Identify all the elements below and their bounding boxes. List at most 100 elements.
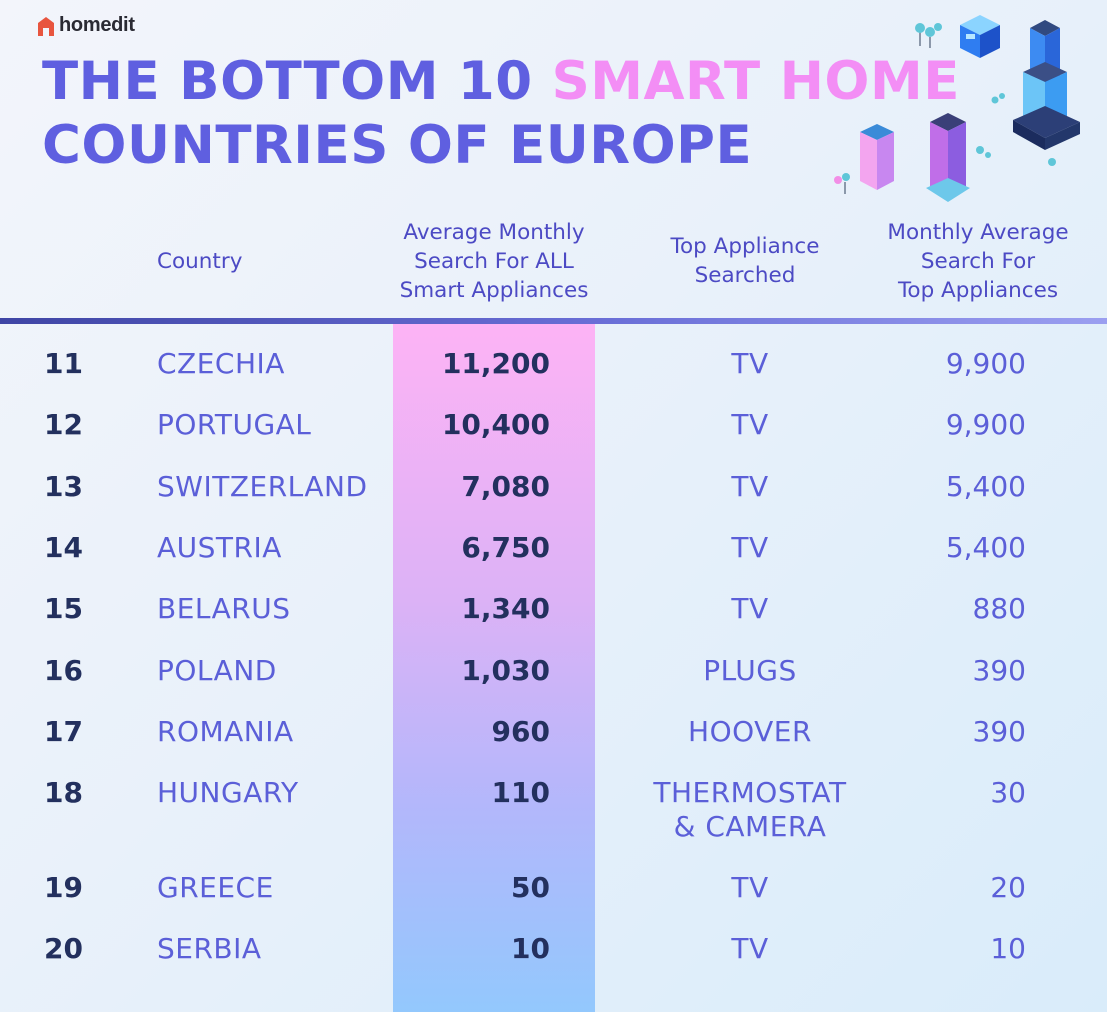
appliance-text: THERMOSTAT [653,776,847,809]
top-avg-cell: 390 [972,654,1026,687]
country-cell: CZECHIA [157,347,285,380]
pink-tower-icon [926,113,970,202]
appliance-cell: PLUGS [640,654,860,688]
header-top-appliance-line: Top Appliance [670,234,820,259]
top-avg-cell: 5,400 [945,531,1026,564]
header-top-appliance-line: Searched [694,263,796,288]
avg-all-cell: 10 [511,932,550,965]
table-row: 12 PORTUGAL 10,400 TV 9,900 [0,408,1107,448]
rank-cell: 20 [44,932,83,965]
title-line2: COUNTRIES OF EUROPE [42,115,753,176]
avg-all-cell: 110 [491,776,550,809]
rank-cell: 13 [44,470,83,503]
rank-cell: 17 [44,715,83,748]
table-row: 20 SERBIA 10 TV 10 [0,932,1107,972]
avg-all-cell: 960 [491,715,550,748]
appliance-cell: THERMOSTAT & CAMERA [640,776,860,844]
rank-cell: 16 [44,654,83,687]
appliance-cell: TV [640,871,860,905]
tall-tower-icon [1013,20,1080,150]
header-top-avg-line: Top Appliances [897,278,1059,303]
appliance-text: TV [731,871,769,904]
top-avg-cell: 390 [972,715,1026,748]
table-row: 14 AUSTRIA 6,750 TV 5,400 [0,531,1107,571]
table-row: 15 BELARUS 1,340 TV 880 [0,592,1107,632]
table-row: 17 ROMANIA 960 HOOVER 390 [0,715,1107,755]
tree-icon [834,173,850,194]
appliance-text: TV [731,932,769,965]
page-title: THE BOTTOM 10 SMART HOME COUNTRIES OF EU… [42,50,960,178]
house-icon [38,16,54,36]
appliance-cell: TV [640,470,860,504]
top-avg-cell: 20 [990,871,1026,904]
appliance-cell: TV [640,408,860,442]
smart-buildings-illustration [834,15,1080,202]
brand-name: homedit [59,14,135,36]
header-top-avg-line: Monthly Average [887,220,1069,245]
tree-icon [915,23,942,48]
highlight-column-band [393,324,595,1012]
rank-cell: 12 [44,408,83,441]
country-cell: AUSTRIA [157,531,282,564]
title-highlight: SMART HOME [551,51,960,112]
header-divider [0,318,1107,324]
appliance-text: TV [731,347,769,380]
table-row: 13 SWITZERLAND 7,080 TV 5,400 [0,470,1107,510]
appliance-text: HOOVER [688,715,812,748]
appliance-text: TV [731,592,769,625]
country-cell: BELARUS [157,592,291,625]
avg-all-cell: 50 [511,871,550,904]
title-line1-text: THE BOTTOM 10 [42,51,552,112]
rank-cell: 14 [44,531,83,564]
table-row: 18 HUNGARY 110 THERMOSTAT & CAMERA 30 [0,776,1107,850]
rank-cell: 11 [44,347,83,380]
homedit-logo[interactable]: homedit [36,14,135,37]
appliance-cell: TV [640,347,860,381]
rank-cell: 19 [44,871,83,904]
appliance-cell: TV [640,592,860,626]
header-avg-all: Average Monthly Search For ALL Smart App… [378,218,610,305]
header-top-avg-line: Search For [920,249,1036,274]
country-cell: ROMANIA [157,715,294,748]
top-avg-cell: 880 [972,592,1026,625]
avg-all-cell: 1,340 [461,592,550,625]
table-row: 11 CZECHIA 11,200 TV 9,900 [0,347,1107,387]
country-cell: SERBIA [157,932,262,965]
appliance-cell: HOOVER [640,715,860,749]
avg-all-cell: 10,400 [441,408,550,441]
top-avg-cell: 30 [990,776,1026,809]
top-avg-cell: 10 [990,932,1026,965]
appliance-text: TV [731,408,769,441]
avg-all-cell: 1,030 [461,654,550,687]
country-cell: HUNGARY [157,776,299,809]
small-house-icon [960,15,1000,58]
header-avg-all-line: Search For ALL [414,249,574,274]
top-avg-cell: 5,400 [945,470,1026,503]
country-cell: POLAND [157,654,277,687]
country-cell: GREECE [157,871,274,904]
table-row: 16 POLAND 1,030 PLUGS 390 [0,654,1107,694]
appliance-cell: TV [640,531,860,565]
rank-cell: 15 [44,592,83,625]
appliance-text: TV [731,531,769,564]
top-avg-cell: 9,900 [945,408,1026,441]
avg-all-cell: 11,200 [441,347,550,380]
header-top-appliance: Top Appliance Searched [640,232,850,290]
avg-all-cell: 7,080 [461,470,550,503]
avg-all-cell: 6,750 [461,531,550,564]
appliance-text-line2: & CAMERA [673,810,827,843]
header-top-avg: Monthly Average Search For Top Appliance… [867,218,1089,305]
appliance-text: TV [731,470,769,503]
header-avg-all-line: Smart Appliances [399,278,589,303]
top-avg-cell: 9,900 [945,347,1026,380]
grid-building-icon [860,124,894,190]
header-avg-all-line: Average Monthly [403,220,585,245]
rank-cell: 18 [44,776,83,809]
appliance-cell: TV [640,932,860,966]
tree-icon [976,93,1056,166]
appliance-text: PLUGS [703,654,797,687]
country-cell: SWITZERLAND [157,470,368,503]
header-country: Country [157,249,243,274]
country-cell: PORTUGAL [157,408,312,441]
table-row: 19 GREECE 50 TV 20 [0,871,1107,911]
